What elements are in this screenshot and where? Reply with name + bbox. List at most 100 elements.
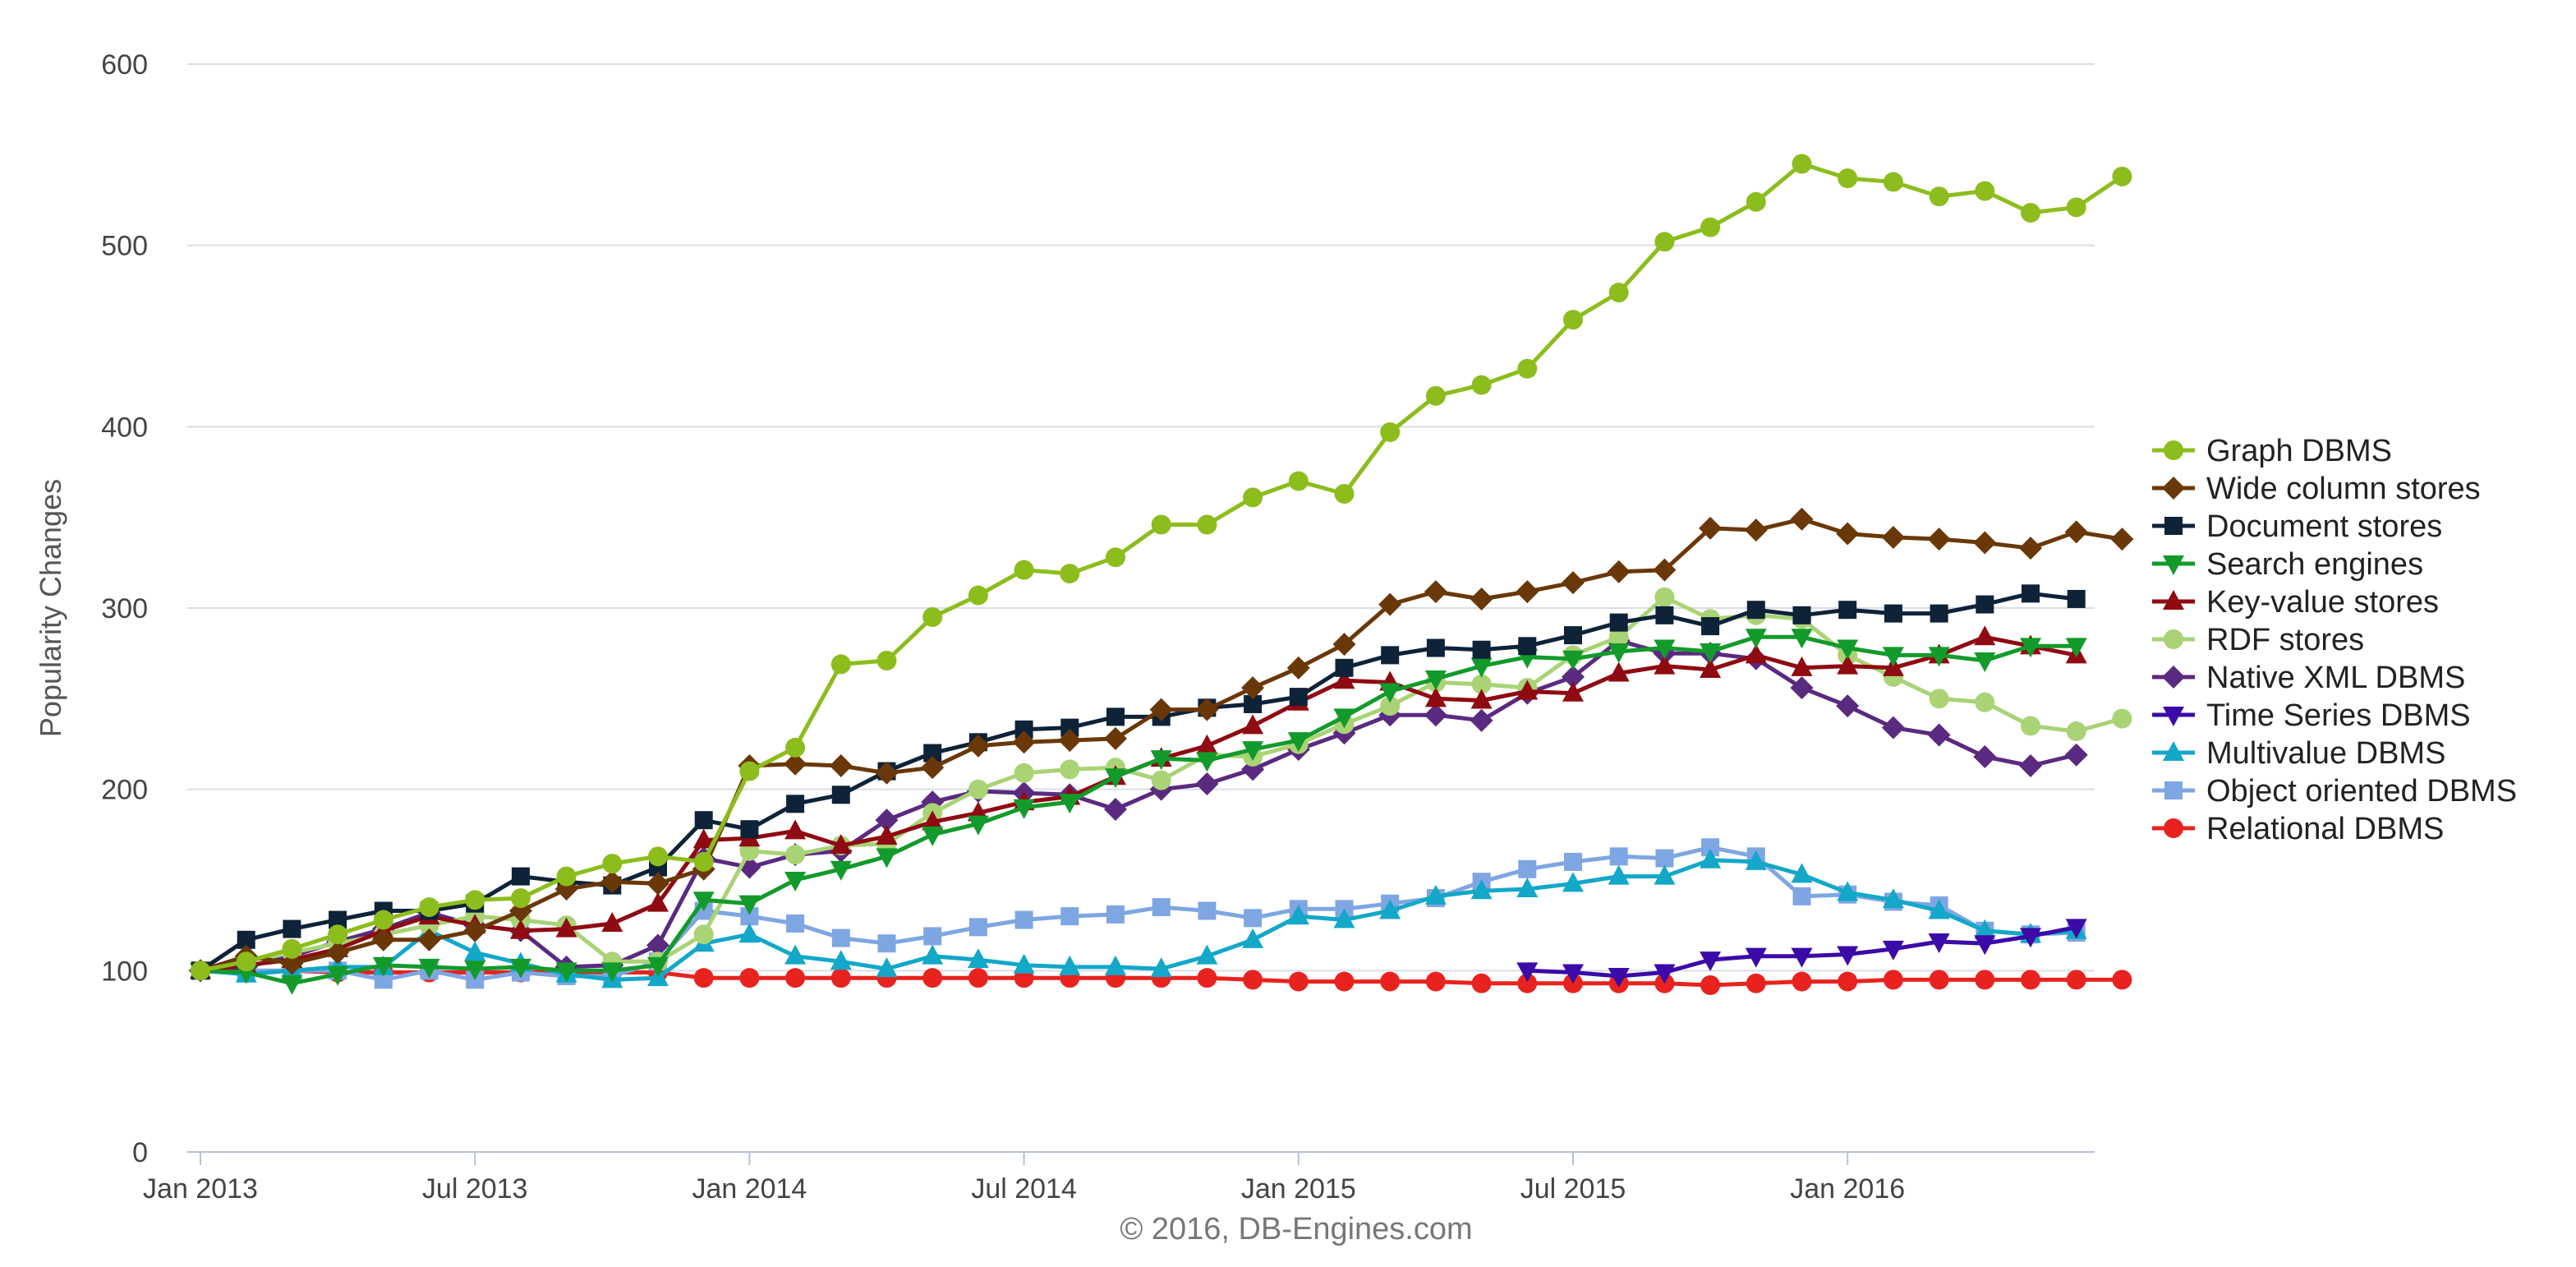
data-point [463, 919, 487, 942]
data-point [1792, 606, 1811, 624]
data-point [1426, 638, 1445, 657]
data-point [1609, 613, 1628, 632]
legend-item: Time Series DBMS [2152, 698, 2471, 733]
data-point [1929, 970, 1949, 990]
data-point [1654, 639, 1676, 660]
data-point [1608, 661, 1630, 682]
data-point [1700, 658, 1722, 679]
data-point [1059, 794, 1081, 814]
data-point [1654, 232, 1675, 252]
data-point [1516, 962, 1539, 983]
legend-label: Search engines [2206, 547, 2423, 582]
data-point [282, 938, 302, 959]
data-point [509, 919, 531, 939]
data-point [1929, 689, 1949, 709]
data-point [1745, 947, 1767, 968]
data-point [923, 927, 942, 946]
legend-item: Multivalue DBMS [2152, 736, 2445, 771]
data-point [967, 815, 989, 836]
data-point [1472, 640, 1491, 659]
data-point [1837, 639, 1859, 660]
data-point [1700, 974, 1721, 995]
data-point [1564, 852, 1582, 871]
data-point [1973, 531, 1997, 555]
data-point [1745, 629, 1767, 649]
data-point [1106, 707, 1125, 726]
data-point [1378, 592, 1402, 616]
data-point [966, 734, 990, 758]
data-point [1150, 957, 1172, 978]
data-point [1424, 703, 1447, 727]
data-point [1700, 217, 1721, 237]
data-point [1562, 681, 1584, 702]
legend-marker [2163, 590, 2184, 610]
data-point [1014, 910, 1033, 929]
data-point [372, 956, 394, 977]
data-point [511, 867, 530, 886]
data-point [1974, 935, 1996, 956]
x-tick-label: Jan 2014 [692, 1173, 807, 1205]
data-point [1012, 730, 1036, 754]
data-point [1836, 694, 1860, 718]
data-point [1380, 971, 1401, 992]
y-axis-title: Popularity Changes [34, 479, 67, 737]
data-point [1746, 601, 1765, 620]
data-point [1470, 689, 1493, 709]
data-point [1883, 970, 1903, 990]
data-point [1653, 558, 1677, 582]
y-tick-label: 600 [101, 49, 148, 81]
data-point [2112, 166, 2132, 187]
data-point [1884, 604, 1902, 623]
data-point [1242, 714, 1264, 735]
legend-item: Relational DBMS [2152, 812, 2444, 846]
data-point [692, 892, 715, 912]
data-point [1059, 955, 1081, 975]
data-point [1013, 953, 1035, 974]
data-point [1287, 905, 1309, 925]
data-point [1928, 899, 1950, 919]
x-tick-label: Jan 2013 [143, 1173, 258, 1205]
data-point [1745, 850, 1767, 870]
chart-credit: © 2016, DB-Engines.com [1120, 1212, 1472, 1246]
legend-item: Native XML DBMS [2152, 661, 2465, 695]
data-point [1608, 283, 1629, 303]
data-point [784, 752, 807, 776]
data-point [1744, 518, 1768, 542]
data-point [1242, 928, 1264, 948]
data-point [1838, 601, 1857, 620]
y-tick-label: 500 [101, 231, 148, 262]
data-point [1562, 665, 1585, 689]
data-point [556, 866, 577, 887]
data-point [1516, 878, 1539, 898]
data-point [1929, 187, 1949, 207]
legend-marker [2162, 666, 2185, 689]
data-point [1424, 884, 1447, 905]
data-point [2064, 743, 2088, 767]
data-point [600, 870, 624, 894]
data-point [1243, 970, 1263, 990]
data-point [876, 825, 898, 845]
y-tick-label: 0 [132, 1137, 148, 1168]
data-point [1790, 507, 1814, 531]
data-point [1974, 652, 1996, 672]
data-point [1563, 310, 1583, 330]
data-point [1197, 968, 1217, 988]
data-point [1746, 973, 1766, 993]
data-point [329, 910, 347, 929]
data-point [2112, 708, 2132, 729]
data-point [1380, 422, 1401, 442]
data-point [1654, 654, 1676, 675]
data-point [922, 968, 943, 988]
data-point [694, 811, 713, 830]
data-point [1975, 692, 1995, 712]
legend-item: Wide column stores [2152, 472, 2481, 506]
data-point [510, 888, 531, 909]
legend-marker [2164, 781, 2183, 799]
series-multivalue-dbms [190, 848, 2087, 988]
data-point [740, 907, 759, 926]
data-point [2065, 638, 2087, 658]
data-point [1927, 723, 1951, 747]
data-point [1518, 859, 1537, 878]
data-point [1196, 734, 1218, 754]
legend-label: Graph DBMS [2206, 434, 2392, 468]
